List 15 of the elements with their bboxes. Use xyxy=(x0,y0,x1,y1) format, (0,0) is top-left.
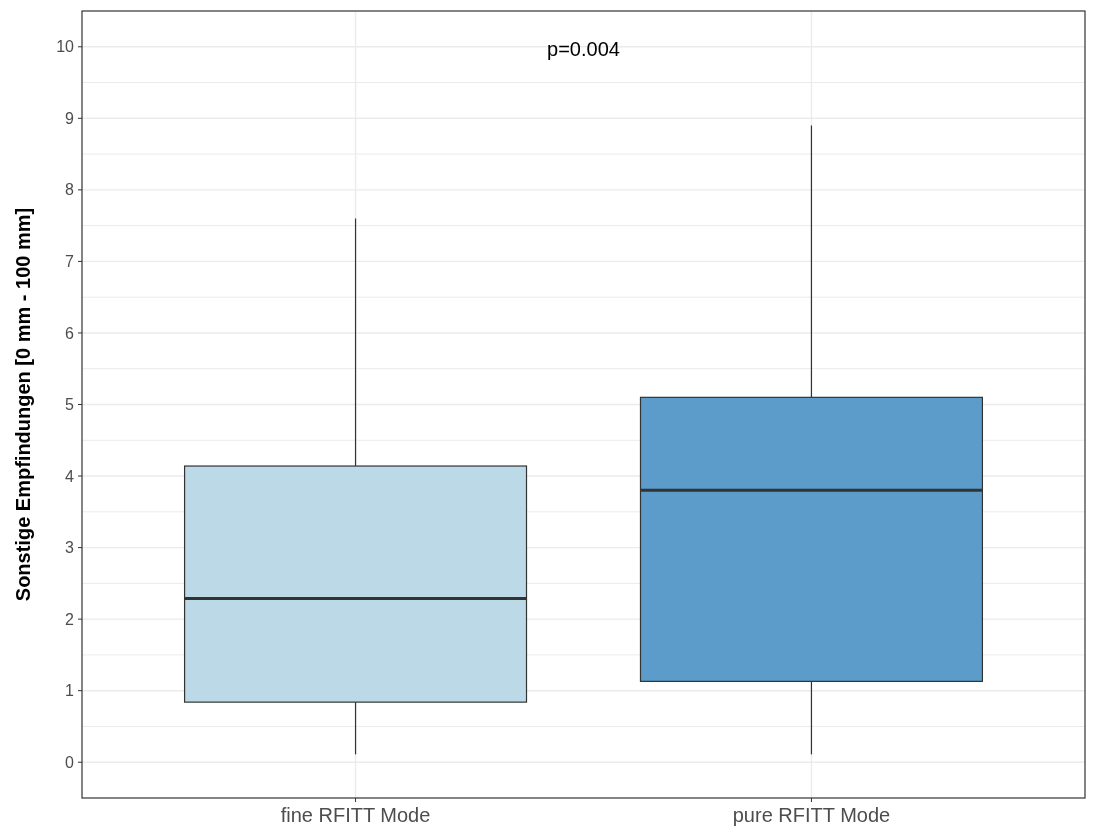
y-axis-title: Sonstige Empfindungen [0 mm - 100 mm] xyxy=(12,207,34,602)
annotation: p=0.004 xyxy=(547,38,620,60)
y-tick-label: 3 xyxy=(65,539,75,557)
y-tick-label: 5 xyxy=(65,396,75,414)
y-tick-label: 0 xyxy=(65,753,75,771)
y-tick-label: 6 xyxy=(65,324,75,342)
x-tick-label: fine RFITT Mode xyxy=(280,804,431,826)
y-tick-label: 8 xyxy=(65,181,75,199)
y-tick-label: 10 xyxy=(56,38,75,56)
y-tick-label: 4 xyxy=(65,467,75,485)
y-tick-label: 7 xyxy=(65,253,75,271)
y-tick-label: 1 xyxy=(65,682,75,700)
y-tick-label: 2 xyxy=(65,610,75,628)
x-tick-label: pure RFITT Mode xyxy=(732,804,891,826)
y-tick-label: 9 xyxy=(65,109,75,127)
